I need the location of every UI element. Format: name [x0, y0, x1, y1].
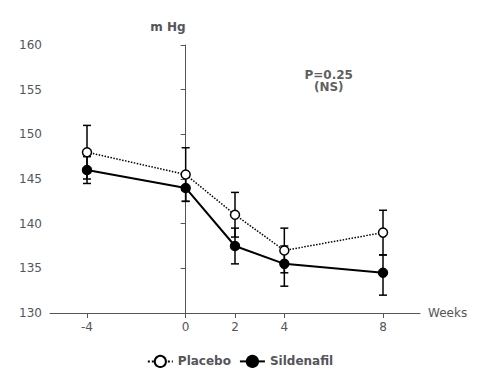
svg-text:135: 135 [19, 261, 42, 275]
svg-text:140: 140 [19, 217, 42, 231]
svg-text:150: 150 [19, 127, 42, 141]
svg-text:145: 145 [19, 172, 42, 186]
svg-text:Weeks: Weeks [428, 306, 467, 320]
svg-text:160: 160 [19, 38, 42, 52]
svg-text:m Hg: m Hg [150, 20, 185, 34]
svg-text:Placebo: Placebo [178, 354, 231, 368]
svg-text:Sildenafil: Sildenafil [270, 354, 333, 368]
svg-text:2: 2 [231, 320, 239, 334]
svg-text:-4: -4 [81, 320, 93, 334]
svg-text:0: 0 [182, 320, 190, 334]
svg-text:P=0.25: P=0.25 [304, 68, 353, 83]
svg-text:8: 8 [379, 320, 387, 334]
svg-text:4: 4 [281, 320, 289, 334]
svg-text:130: 130 [19, 306, 42, 320]
svg-text:(NS): (NS) [314, 80, 344, 94]
svg-text:155: 155 [19, 83, 42, 97]
